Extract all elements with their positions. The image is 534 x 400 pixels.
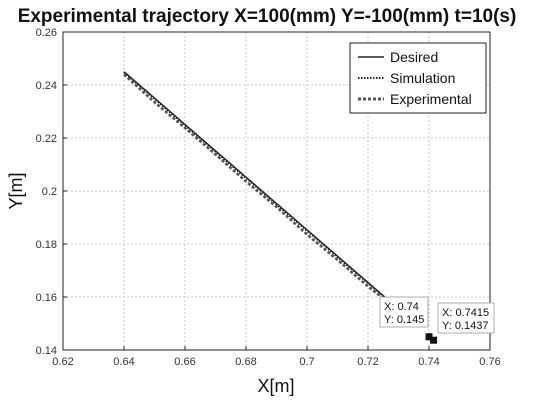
y-tick-label: 0.2 [42,186,57,198]
chart-title: Experimental trajectory X=100(mm) Y=-100… [18,6,517,27]
x-tick-label: 0.7 [299,356,314,368]
series-line-desired [123,71,386,298]
y-tick-label: 0.18 [36,239,57,251]
datatip-marker-2 [430,336,438,344]
legend-label-simulation: Simulation [390,70,455,86]
legend-box [349,42,487,114]
grid [63,32,490,350]
legend-label-experimental: Experimental [390,91,472,107]
x-tick-label: 0.74 [418,356,439,368]
datatip-2: X: 0.7415 Y: 0.1437 [437,302,495,334]
series-line-experimental [123,73,386,301]
x-tick-label: 0.76 [479,356,500,368]
datatip-2-y: Y: 0.1437 [442,320,489,332]
y-tick-label: 0.26 [36,27,57,39]
x-tick-label: 0.62 [52,356,73,368]
datatip-2-x: X: 0.7415 [442,307,489,319]
datatip-1-x: X: 0.74 [384,301,419,313]
marker-layer [425,333,438,344]
datatip-1: X: 0.74 Y: 0.145 [379,296,429,328]
legend: Desired Simulation Experimental [349,42,487,114]
x-tick-label: 0.72 [357,356,378,368]
series-layer [123,71,386,301]
x-tick-label: 0.66 [174,356,195,368]
datatip-1-box [379,296,429,328]
datatip-2-box [437,302,495,334]
x-tick-label: 0.64 [113,356,134,368]
x-tick-label: 0.68 [235,356,256,368]
x-axis-label: X[m] [257,376,294,396]
y-tick-label: 0.14 [36,345,57,357]
datatip-1-y: Y: 0.145 [384,314,424,326]
datatip-marker-1 [425,333,433,341]
y-tick-label: 0.22 [36,133,57,145]
ticks: 0.62 0.64 0.66 0.68 0.7 0.72 0.74 0.76 0.14 0.16 0… [36,27,501,368]
legend-label-desired: Desired [390,49,438,65]
y-tick-label: 0.16 [36,292,57,304]
y-tick-label: 0.24 [36,80,57,92]
y-axis-label: Y[m] [6,172,26,209]
